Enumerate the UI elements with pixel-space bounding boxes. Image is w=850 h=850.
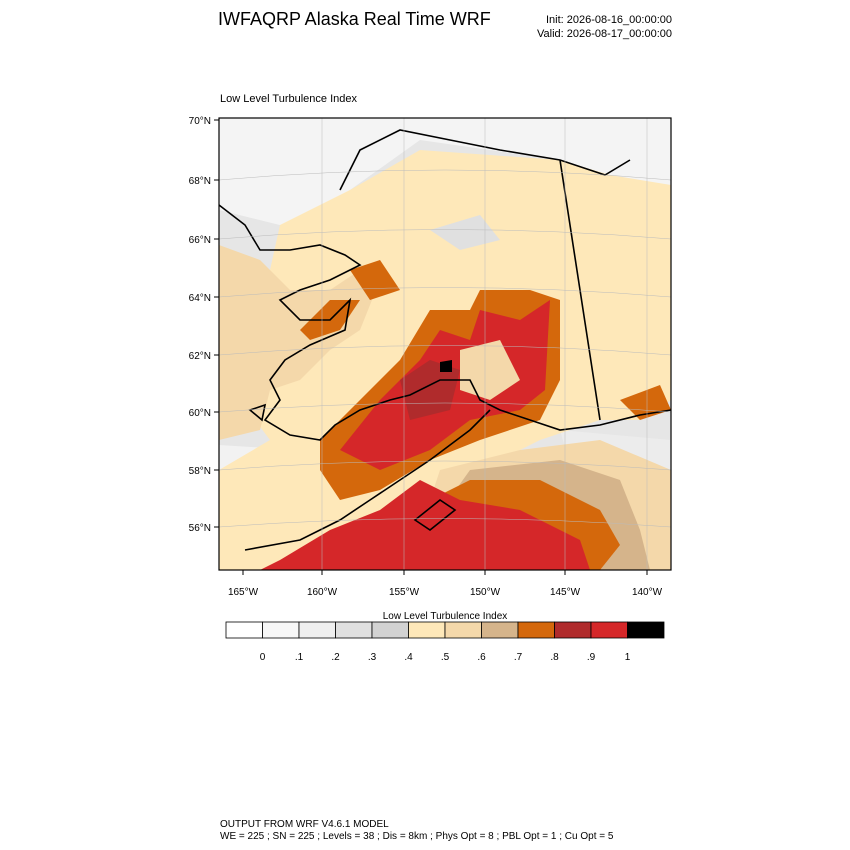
colorbar-label: .8 [550, 652, 559, 663]
colorbar-box [627, 621, 665, 639]
colorbar-box [590, 621, 628, 639]
lat-label: 68°N [189, 176, 211, 187]
colorbar-label: 0 [260, 652, 266, 663]
colorbar-label: 1 [625, 652, 631, 663]
colorbar-box [517, 621, 555, 639]
colorbar-box [298, 621, 336, 639]
init-time: Init: 2026-08-16_00:00:00 [546, 14, 672, 26]
lat-label: 64°N [189, 293, 211, 304]
lon-label: 145°W [550, 587, 581, 598]
colorbar-box [554, 621, 592, 639]
colorbar-box [444, 621, 482, 639]
valid-time: Valid: 2026-08-17_00:00:00 [537, 28, 672, 40]
footer-line1: OUTPUT FROM WRF V4.6.1 MODEL [220, 819, 389, 830]
colorbar-label: .6 [477, 652, 486, 663]
colorbar-box [408, 621, 446, 639]
lon-label: 160°W [307, 587, 338, 598]
colorbar-box [335, 621, 373, 639]
lat-label: 58°N [189, 466, 211, 477]
colorbar-box [262, 621, 300, 639]
map-subtitle: Low Level Turbulence Index [220, 93, 357, 105]
colorbar-label: .4 [404, 652, 413, 663]
colorbar-label: .2 [331, 652, 340, 663]
graticule [219, 118, 671, 570]
coastlines [219, 129, 671, 551]
map-frame [218, 117, 672, 571]
colorbar-box [225, 621, 263, 639]
colorbar-label: .9 [587, 652, 596, 663]
colorbar-label: .1 [295, 652, 304, 663]
colorbar-label: .3 [368, 652, 377, 663]
lon-label: 140°W [632, 587, 663, 598]
lon-label: 155°W [389, 587, 420, 598]
lat-label: 66°N [189, 235, 211, 246]
lat-label: 56°N [189, 523, 211, 534]
colorbar-title: Low Level Turbulence Index [383, 611, 508, 622]
field [219, 118, 671, 570]
colorbar-box [371, 621, 409, 639]
title: IWFAQRP Alaska Real Time WRF [218, 9, 491, 29]
lon-label: 165°W [228, 587, 259, 598]
lon-label: 150°W [470, 587, 501, 598]
colorbar-label: .5 [441, 652, 450, 663]
lat-label: 60°N [189, 408, 211, 419]
footer-line2: WE = 225 ; SN = 225 ; Levels = 38 ; Dis … [220, 831, 614, 842]
colorbar-label: .7 [514, 652, 523, 663]
lat-label: 70°N [189, 116, 211, 127]
colorbar-box [481, 621, 519, 639]
lat-label: 62°N [189, 351, 211, 362]
